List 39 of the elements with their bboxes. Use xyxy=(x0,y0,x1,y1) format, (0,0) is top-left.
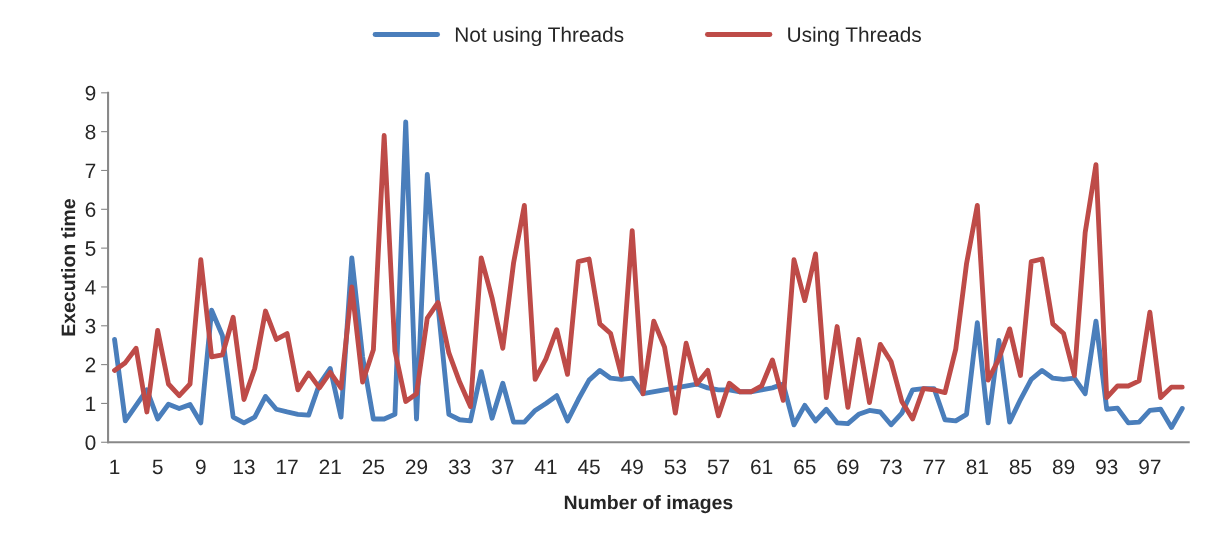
x-tick-label: 61 xyxy=(751,459,773,475)
y-tick-label: 9 xyxy=(85,85,96,101)
x-tick-label: 25 xyxy=(362,459,385,475)
y-tick-label: 2 xyxy=(85,357,96,373)
x-axis-title: Number of images xyxy=(564,495,733,514)
x-tick-label: 49 xyxy=(621,459,643,475)
x-tick-label: 97 xyxy=(1139,459,1161,475)
x-tick-label: 53 xyxy=(664,459,687,475)
x-tick-label: 85 xyxy=(1009,459,1032,475)
x-tick-label: 89 xyxy=(1052,459,1075,475)
x-tick-label: 17 xyxy=(277,459,298,475)
x-tick-label: 1 xyxy=(110,459,120,475)
y-tick-label: 0 xyxy=(85,435,96,451)
x-tick-label: 93 xyxy=(1096,459,1118,475)
y-tick-label: 3 xyxy=(85,318,96,334)
x-tick-label: 69 xyxy=(837,459,859,475)
x-tick-label: 57 xyxy=(707,459,730,475)
x-tick-label: 33 xyxy=(448,459,471,475)
y-tick-label: 8 xyxy=(85,124,96,140)
y-tick-label: 5 xyxy=(85,241,96,256)
y-tick-label: 7 xyxy=(85,163,96,179)
y-axis-title: Execution time xyxy=(60,199,76,336)
y-tick-label: 4 xyxy=(85,280,96,295)
x-tick-label: 13 xyxy=(233,459,255,475)
x-tick-label: 65 xyxy=(794,459,816,475)
x-tick-label: 21 xyxy=(319,459,341,475)
x-tick-label: 77 xyxy=(923,459,945,475)
x-tick-label: 73 xyxy=(880,459,902,475)
x-tick-label: 5 xyxy=(152,459,163,475)
x-tick-label: 41 xyxy=(534,459,557,475)
y-tick-label: 6 xyxy=(85,202,96,218)
legend-label: Using Threads xyxy=(788,26,921,47)
x-tick-label: 29 xyxy=(405,459,428,475)
x-tick-label: 9 xyxy=(196,459,206,475)
legend-label: Not using Threads xyxy=(455,26,624,47)
x-tick-label: 81 xyxy=(966,459,988,475)
x-tick-label: 37 xyxy=(492,459,514,475)
y-tick-label: 1 xyxy=(86,396,96,411)
x-tick-label: 45 xyxy=(577,459,600,475)
